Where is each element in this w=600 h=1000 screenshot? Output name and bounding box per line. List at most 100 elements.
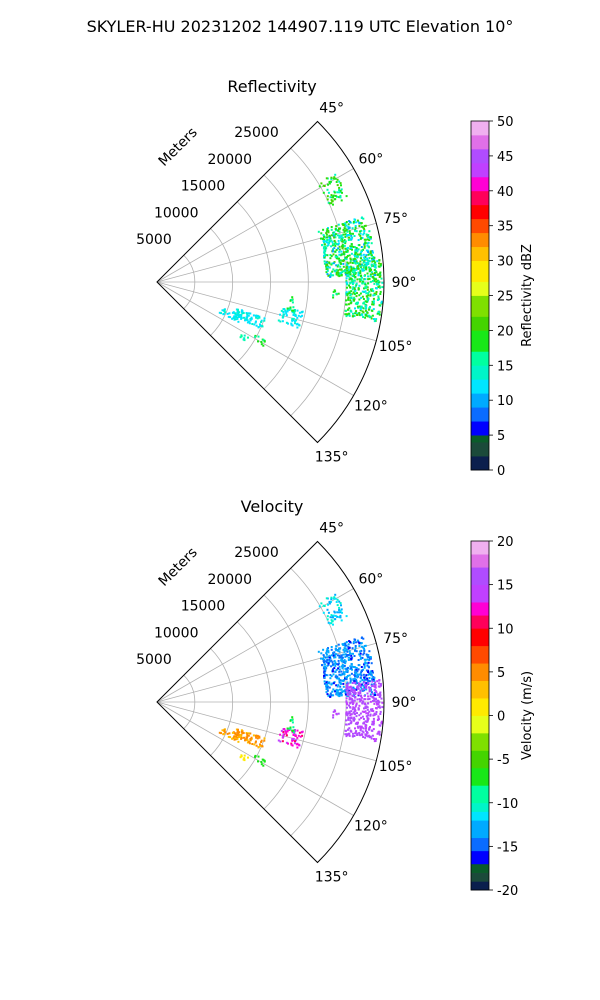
echo-pixel bbox=[333, 234, 336, 237]
echo-pixel bbox=[334, 194, 337, 197]
echo-pixel bbox=[372, 720, 375, 723]
echo-pixel bbox=[250, 737, 253, 740]
echo-pixel bbox=[334, 244, 337, 247]
echo-pixel bbox=[350, 237, 353, 240]
echo-pixel bbox=[350, 697, 352, 700]
echo-pixel bbox=[364, 278, 367, 281]
echo-pixel bbox=[361, 268, 364, 271]
echo-pixel bbox=[360, 279, 363, 282]
echo-pixel bbox=[329, 600, 332, 603]
echo-pixel bbox=[366, 238, 369, 241]
colorbar-segment bbox=[471, 218, 489, 234]
echo-pixel bbox=[364, 264, 367, 267]
echo-pixel bbox=[348, 266, 351, 269]
echo-pixel bbox=[375, 271, 378, 274]
echo-pixel bbox=[368, 239, 371, 241]
echo-pixel bbox=[345, 670, 348, 673]
echo-pixel bbox=[328, 240, 331, 243]
echo-pixel bbox=[379, 710, 382, 713]
echo-pixel bbox=[331, 270, 334, 273]
echo-pixel bbox=[371, 288, 374, 291]
echo-pixel bbox=[363, 287, 365, 290]
echo-pixel bbox=[341, 663, 344, 666]
echo-pixel bbox=[349, 706, 352, 709]
echo-pixel bbox=[342, 680, 345, 682]
echo-pixel bbox=[378, 259, 381, 262]
echo-pixel bbox=[364, 283, 367, 286]
echo-pixel bbox=[345, 299, 348, 302]
echo-pixel bbox=[326, 615, 329, 618]
echo-pixel bbox=[366, 311, 369, 314]
echo-pixel bbox=[347, 227, 350, 230]
echo-pixel bbox=[345, 701, 348, 704]
echo-pixel bbox=[328, 654, 331, 657]
echo-pixel bbox=[249, 312, 252, 315]
azimuth-gridline bbox=[156, 701, 354, 816]
echo-pixel bbox=[231, 311, 234, 314]
echo-pixel bbox=[363, 278, 366, 281]
echo-pixel bbox=[289, 719, 292, 722]
echo-pixel bbox=[358, 650, 361, 653]
echo-pixel bbox=[331, 616, 334, 619]
echo-pixel bbox=[332, 710, 335, 713]
echo-pixel bbox=[370, 263, 373, 266]
echo-pixel bbox=[328, 681, 331, 684]
echo-pixel bbox=[339, 189, 342, 192]
echo-pixel bbox=[355, 680, 358, 683]
echo-pixel bbox=[379, 290, 382, 293]
echo-pixel bbox=[362, 311, 365, 314]
echo-pixel bbox=[340, 188, 343, 191]
echo-pixel bbox=[365, 712, 368, 715]
echo-pixel bbox=[323, 682, 326, 685]
echo-pixel bbox=[360, 671, 363, 674]
echo-pixel bbox=[358, 284, 361, 287]
echo-pixel bbox=[360, 716, 363, 719]
echo-pixel bbox=[349, 258, 352, 261]
echo-pixel bbox=[331, 262, 334, 265]
colorbar-segment bbox=[471, 379, 489, 394]
echo-pixel bbox=[325, 653, 328, 656]
echo-pixel bbox=[348, 698, 351, 701]
echo-pixel bbox=[359, 728, 362, 730]
echo-pixel bbox=[247, 312, 250, 315]
echo-pixel bbox=[328, 660, 331, 663]
echo-pixel bbox=[370, 691, 373, 694]
colorbar-tick-label: -10 bbox=[497, 797, 518, 812]
echo-pixel bbox=[323, 661, 325, 664]
echo-pixel bbox=[361, 688, 364, 691]
echo-pixel bbox=[322, 654, 325, 657]
echo-pixel bbox=[372, 256, 375, 258]
echo-pixel bbox=[330, 176, 333, 179]
echo-pixel bbox=[375, 291, 378, 293]
range-tick-label: 10000 bbox=[154, 625, 199, 641]
echo-pixel bbox=[289, 726, 292, 729]
colorbar-segment bbox=[471, 628, 489, 647]
echo-pixel bbox=[356, 734, 359, 736]
echo-pixel bbox=[343, 647, 346, 650]
echo-pixel bbox=[299, 315, 302, 318]
echo-pixel bbox=[359, 654, 362, 657]
echo-pixel bbox=[293, 310, 296, 313]
echo-pixel bbox=[362, 302, 365, 305]
echo-pixel bbox=[342, 228, 345, 231]
azimuth-gridline bbox=[156, 222, 377, 283]
echo-pixel bbox=[323, 250, 326, 253]
echo-pixel bbox=[378, 732, 381, 735]
echo-pixel bbox=[370, 737, 373, 740]
echo-pixel bbox=[245, 738, 248, 741]
echo-pixel bbox=[330, 234, 333, 237]
echo-pixel bbox=[343, 650, 346, 653]
echo-pixel bbox=[336, 604, 339, 607]
echo-pixel bbox=[367, 695, 370, 698]
echo-pixel bbox=[344, 240, 347, 243]
echo-pixel bbox=[343, 224, 346, 226]
reflectivity-panel: Reflectivity45°60°75°90°105°120°135°5000… bbox=[136, 77, 535, 479]
echo-pixel bbox=[338, 191, 340, 194]
echo-pixel bbox=[336, 654, 339, 657]
echo-pixel bbox=[246, 736, 249, 739]
echo-pixel bbox=[234, 318, 237, 321]
echo-pixel bbox=[295, 739, 298, 742]
colorbar-segment bbox=[471, 554, 489, 568]
echo-pixel bbox=[328, 261, 331, 264]
colorbar-segment bbox=[471, 541, 489, 555]
